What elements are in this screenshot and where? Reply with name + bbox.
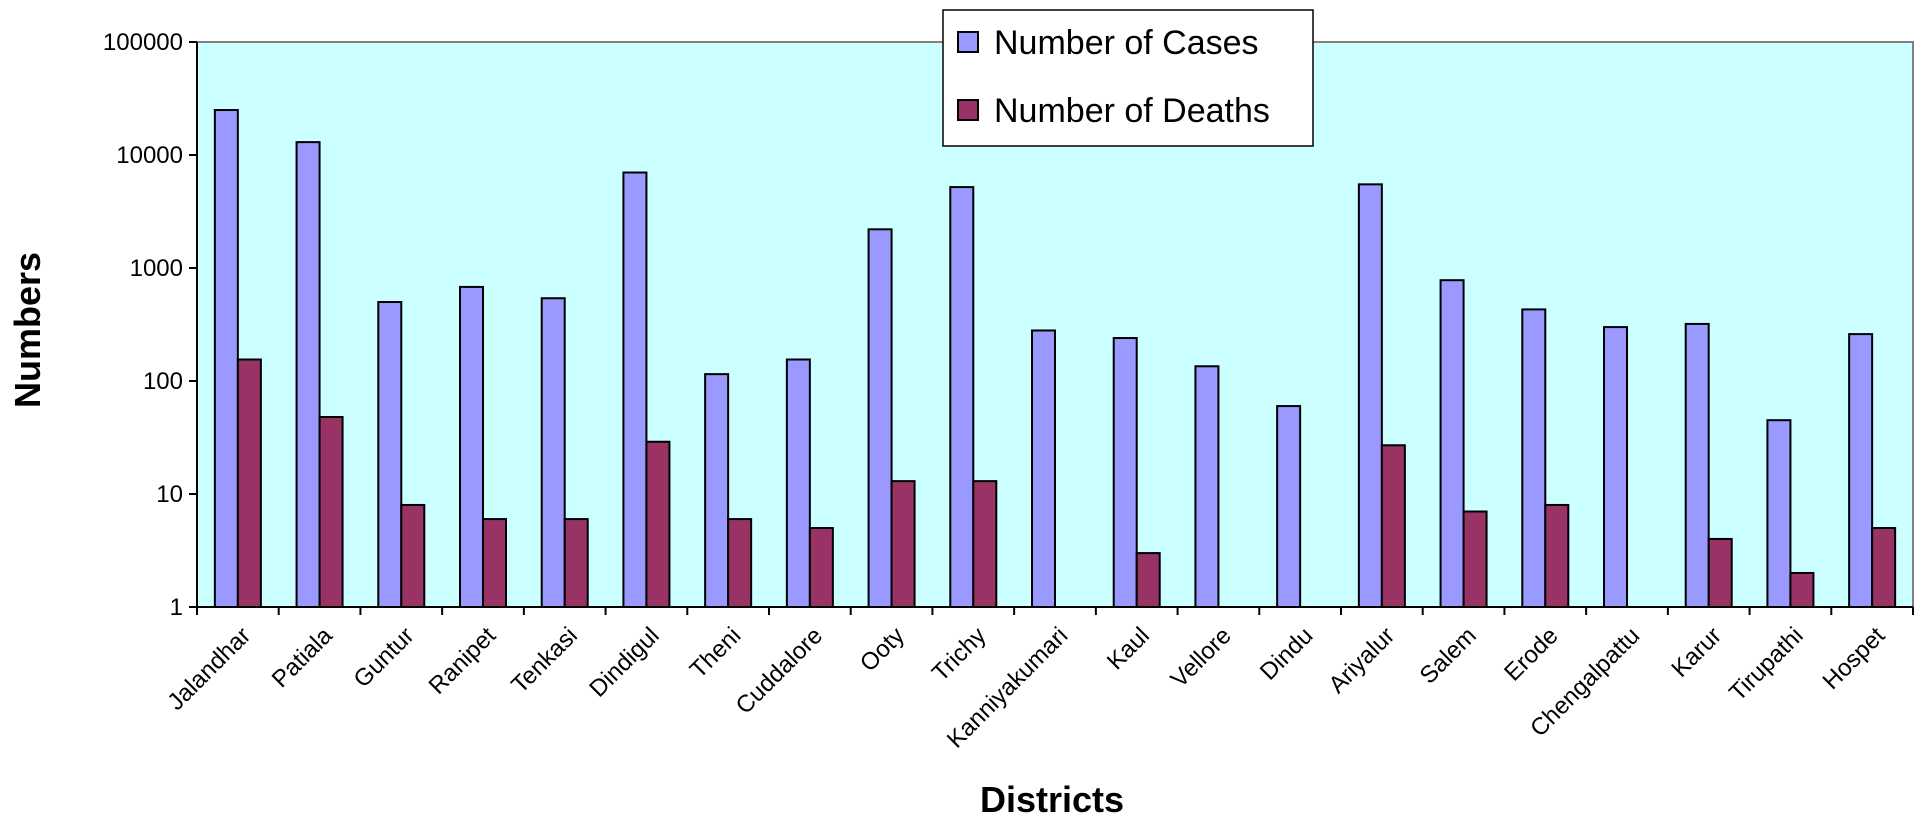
bar-deaths: [1380, 444, 1406, 608]
x-tick-label: Salem: [1415, 622, 1482, 689]
x-tick-label: Tirupathi: [1724, 622, 1808, 706]
x-tick-label: Vellore: [1166, 622, 1237, 693]
bar-deaths: [808, 527, 834, 609]
bar-cases: [1439, 279, 1465, 608]
bar-cases: [1603, 326, 1628, 608]
bar-cases: [622, 171, 648, 609]
bar-cases: [1194, 365, 1220, 608]
y-tick-label: 10000: [116, 142, 183, 169]
x-tick-label: Patiala: [267, 622, 338, 693]
bar-deaths: [400, 503, 426, 609]
y-tick-label: 100: [143, 368, 183, 395]
y-tick-label: 1: [170, 594, 183, 621]
x-tick-label: Erode: [1499, 622, 1563, 686]
x-tick-label: Trichy: [927, 622, 992, 687]
x-axis: Jalandhar Patiala Guntur Ranipet Tenkasi Dind…: [162, 606, 1914, 753]
x-tick-label: Cuddalore: [731, 622, 828, 719]
bar-cases: [867, 228, 893, 608]
bar-deaths: [1544, 503, 1570, 609]
bar-deaths: [318, 416, 344, 608]
x-tick-label: Hospet: [1818, 622, 1891, 695]
bar-cases: [213, 109, 239, 608]
bar-cases: [1848, 333, 1874, 608]
y-tick-label: 100000: [103, 29, 183, 56]
bar-cases: [1357, 183, 1383, 608]
bar-deaths: [1707, 537, 1733, 608]
bar-deaths: [890, 480, 916, 608]
legend: Number of Cases Number of Deaths: [942, 9, 1314, 147]
bar-deaths: [645, 440, 671, 608]
y-tick-label: 10: [156, 481, 183, 508]
legend-swatch: [957, 99, 979, 121]
bar-deaths: [727, 518, 753, 608]
bar-cases: [704, 373, 730, 608]
x-tick-label: Theni: [685, 622, 747, 684]
bar-deaths: [1871, 527, 1897, 609]
legend-label: Number of Cases: [994, 24, 1259, 62]
y-tick-label: 1000: [130, 255, 183, 282]
bar-cases: [1521, 308, 1547, 608]
bars: [213, 109, 1897, 609]
bar-deaths: [1135, 552, 1161, 609]
legend-box: [942, 9, 1314, 147]
bar-cases: [1276, 405, 1302, 608]
bar-cases: [1766, 419, 1792, 608]
x-tick-label: Guntur: [349, 622, 420, 693]
bar-deaths: [1462, 510, 1488, 608]
y-axis: 1 10 100 1000 10000 100000: [103, 29, 198, 621]
x-tick-label: Ariyalur: [1323, 622, 1400, 699]
bar-cases: [785, 358, 811, 608]
x-tick-label: Dindu: [1255, 622, 1318, 685]
x-tick-label: Karur: [1666, 622, 1727, 683]
x-tick-label: Jalandhar: [162, 622, 256, 716]
x-tick-label: Tenkasi: [506, 622, 583, 699]
bar-cases: [1031, 329, 1056, 608]
bar-deaths: [482, 518, 507, 608]
y-axis-title: Numbers: [7, 252, 48, 408]
bar-deaths: [563, 518, 589, 608]
x-tick-label: Ranipet: [424, 622, 502, 700]
bar-cases: [1112, 337, 1138, 608]
bar-cases: [1684, 322, 1710, 608]
bar-deaths: [1789, 571, 1815, 608]
x-tick-label: Ooty: [855, 622, 910, 677]
legend-label: Number of Deaths: [994, 92, 1270, 130]
bar-cases: [949, 186, 975, 609]
bar-cases: [459, 285, 484, 608]
bar-cases: [377, 301, 403, 608]
x-tick-label: Kaul: [1102, 622, 1155, 675]
legend-swatch: [957, 31, 979, 53]
bar-cases: [295, 141, 321, 609]
bar-cases: [540, 297, 566, 608]
bar-deaths: [972, 480, 998, 608]
bar-deaths: [236, 358, 262, 608]
x-tick-label: Dindigul: [584, 622, 664, 702]
x-axis-title: Districts: [980, 779, 1124, 820]
